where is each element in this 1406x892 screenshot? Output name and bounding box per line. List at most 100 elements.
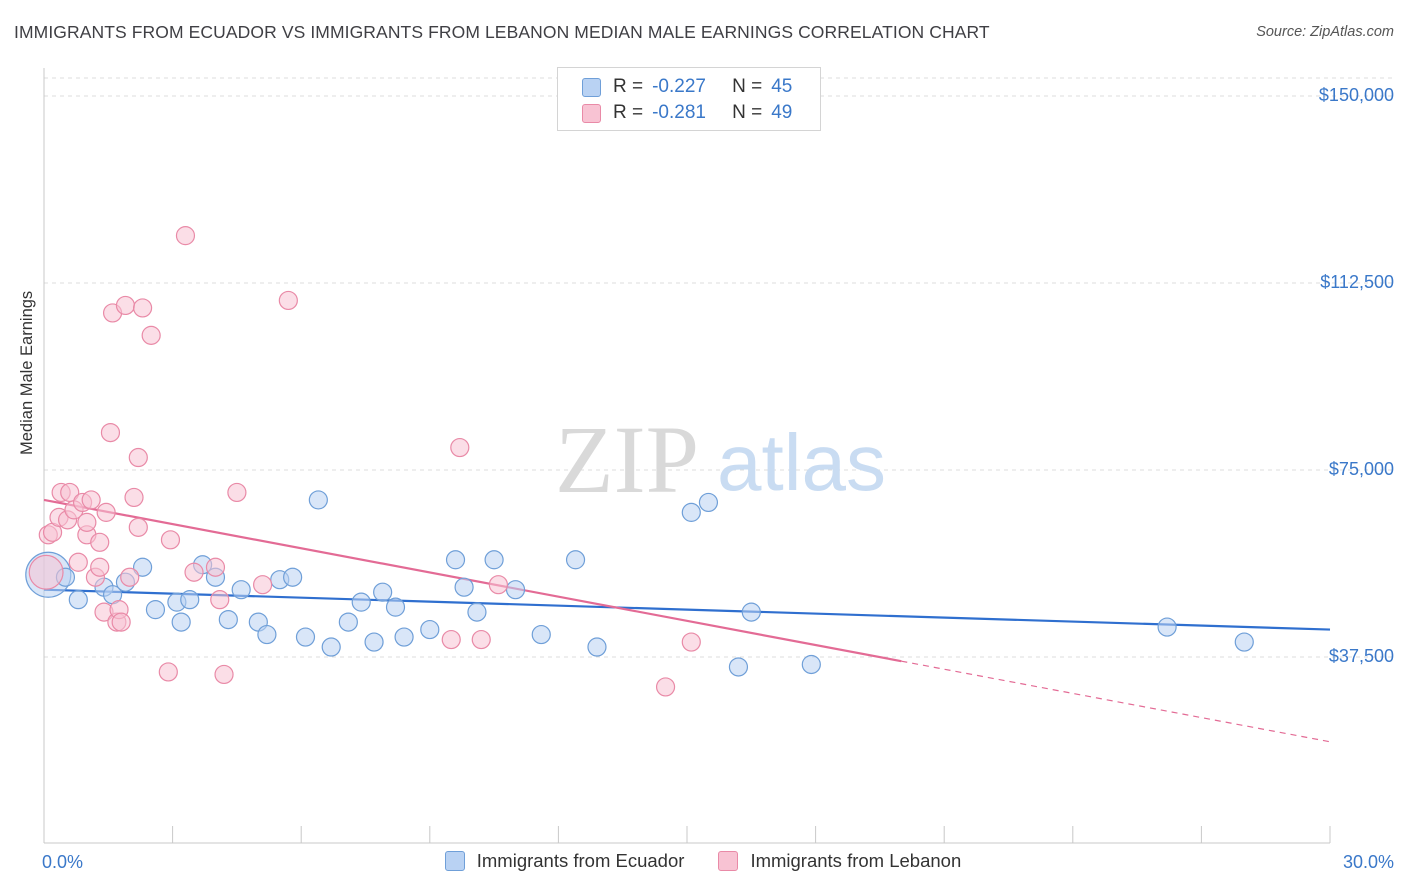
ecuador-trend-line	[43, 588, 1331, 631]
ecuador-point	[68, 590, 88, 610]
lebanon-point	[115, 295, 136, 316]
ecuador-point	[338, 612, 358, 632]
lebanon-point	[96, 502, 116, 522]
lebanon-point	[214, 664, 234, 685]
lebanon-point	[471, 629, 491, 650]
ecuador-point	[445, 550, 466, 570]
lebanon-point	[488, 575, 508, 595]
lebanon-point	[81, 490, 101, 510]
ecuador-point	[1234, 632, 1254, 652]
lebanon-point	[160, 530, 181, 550]
ecuador-point	[364, 632, 384, 652]
lebanon-point	[100, 423, 121, 443]
grid-lines	[44, 77, 1392, 658]
lebanon-point	[120, 567, 140, 587]
y-tick-label: $112,500	[1320, 272, 1394, 292]
ecuador-point	[531, 624, 551, 645]
legend-row-ecuador: R = -0.227 N = 45	[582, 75, 792, 99]
lebanon-point	[175, 226, 196, 246]
ecuador-point	[681, 502, 701, 522]
axes	[43, 68, 1331, 844]
ecuador-point	[373, 582, 393, 602]
y-tick-label: $75,000	[1328, 459, 1394, 479]
lebanon-point	[253, 575, 273, 595]
ecuador-point	[587, 637, 607, 657]
r-label: R =	[613, 76, 644, 97]
y-axis-label: Median Male Earnings	[18, 290, 36, 455]
ecuador-point	[145, 600, 166, 620]
chart-title: IMMIGRANTS FROM ECUADOR VS IMMIGRANTS FR…	[14, 22, 990, 42]
ecuador-point	[565, 550, 586, 570]
ecuador-point	[1157, 617, 1177, 637]
lebanon-trend-extension	[901, 660, 1331, 743]
n-label: N =	[732, 102, 763, 123]
lebanon-point	[128, 517, 148, 537]
y-tick-label: $37,500	[1328, 646, 1394, 666]
lebanon-point	[681, 632, 701, 652]
lebanon-point	[28, 554, 64, 590]
data-points	[25, 226, 1254, 697]
lebanon-point	[124, 487, 144, 508]
lebanon-point	[184, 562, 204, 582]
ecuador-point	[484, 550, 504, 570]
ecuador-swatch	[582, 77, 601, 97]
lebanon-n-value: 49	[771, 102, 793, 123]
source-label: Source: ZipAtlas.com	[1256, 24, 1394, 40]
lebanon-point	[210, 590, 230, 610]
ecuador-point	[231, 580, 251, 600]
lebanon-point	[68, 552, 88, 572]
ecuador-point	[171, 612, 191, 632]
ecuador-legend-swatch	[444, 851, 465, 871]
legend-row-lebanon: R = -0.281 N = 49	[582, 101, 792, 125]
ecuador-point	[394, 627, 414, 647]
ecuador-point	[351, 592, 371, 612]
ecuador-point	[467, 602, 487, 622]
ecuador-r-value: -0.227	[652, 76, 706, 97]
lebanon-r-value: -0.281	[652, 102, 706, 123]
ecuador-point	[741, 602, 761, 622]
x-tick-max: 30.0%	[1342, 852, 1394, 872]
ecuador-point	[257, 624, 277, 645]
lebanon-point	[205, 557, 226, 577]
r-label: R =	[613, 102, 644, 123]
ecuador-point	[505, 580, 526, 600]
lebanon-legend-label: Immigrants from Lebanon	[750, 850, 962, 871]
watermark: ZIP atlas	[555, 406, 886, 513]
ecuador-point	[321, 637, 341, 657]
lebanon-point	[158, 662, 178, 682]
stats-legend: R = -0.227 N = 45 R = -0.281 N = 49	[557, 67, 821, 131]
lebanon-point	[90, 532, 110, 552]
lebanon-point	[278, 290, 298, 311]
lebanon-point	[90, 557, 110, 577]
watermark-zip: ZIP	[555, 406, 699, 513]
lebanon-point	[441, 629, 461, 650]
ecuador-n-value: 45	[771, 76, 793, 97]
trend-lines	[43, 498, 1331, 743]
lebanon-point	[450, 437, 470, 458]
ecuador-point	[728, 657, 749, 677]
ecuador-point	[295, 627, 316, 647]
ecuador-legend-label: Immigrants from Ecuador	[476, 850, 685, 871]
lebanon-point	[128, 447, 148, 468]
legend-item-ecuador[interactable]: Immigrants from Ecuador	[444, 850, 685, 872]
lebanon-point	[132, 298, 153, 318]
ecuador-point	[132, 557, 153, 577]
lebanon-point	[227, 482, 247, 503]
series-legend: Immigrants from Ecuador Immigrants from …	[0, 850, 1406, 872]
watermark-atlas: atlas	[717, 418, 886, 507]
legend-item-lebanon[interactable]: Immigrants from Lebanon	[718, 850, 961, 872]
lebanon-legend-swatch	[718, 851, 739, 871]
ecuador-point	[180, 590, 200, 610]
ecuador-point	[801, 654, 821, 675]
x-tick-min: 0.0%	[42, 852, 84, 872]
ecuador-point	[283, 567, 303, 587]
ecuador-point	[308, 490, 328, 510]
y-tick-label: $150,000	[1318, 85, 1394, 105]
n-label: N =	[732, 76, 763, 97]
lebanon-swatch	[582, 103, 601, 123]
lebanon-point	[77, 512, 97, 532]
ecuador-point	[454, 577, 474, 597]
ecuador-point	[385, 597, 406, 617]
lebanon-point	[111, 612, 131, 632]
